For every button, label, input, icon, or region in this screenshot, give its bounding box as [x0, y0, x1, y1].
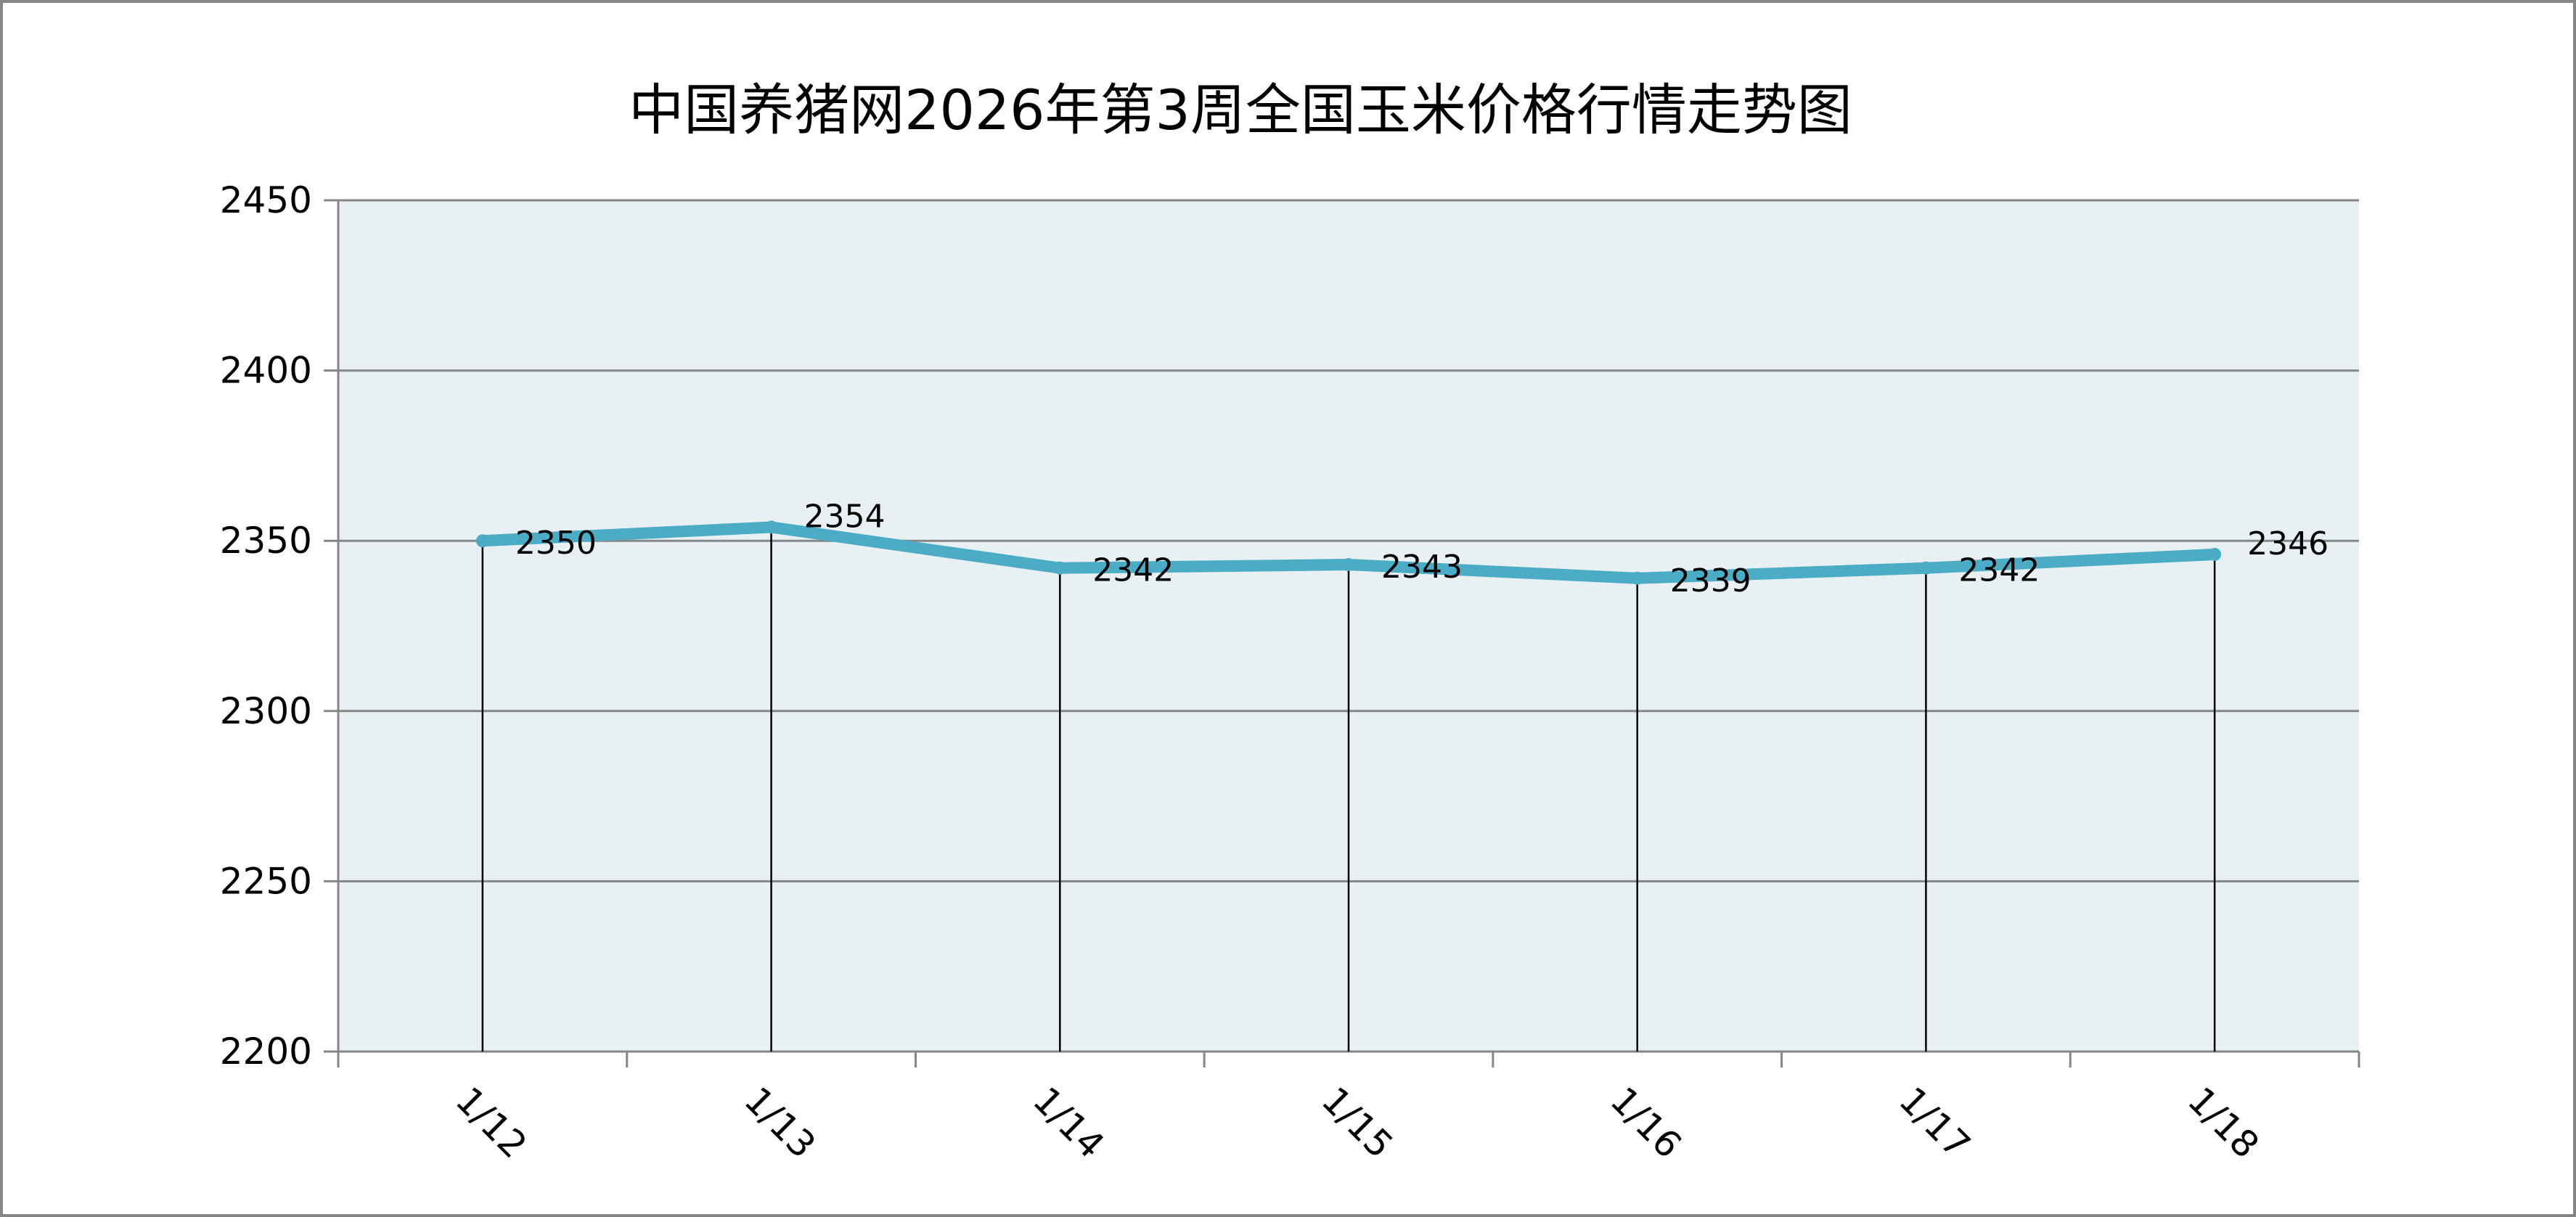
chart-title: 中国养猪网2026年第3周全国玉米价格行情走势图	[629, 78, 1852, 142]
data-label: 2339	[1670, 562, 1751, 599]
data-label: 2346	[2247, 525, 2328, 562]
y-tick-label: 2200	[220, 1030, 312, 1073]
y-tick-label: 2450	[220, 179, 312, 221]
data-point	[1919, 561, 1933, 575]
data-point	[475, 534, 489, 548]
data-label: 2342	[1092, 552, 1174, 589]
data-point	[1630, 571, 1644, 585]
y-tick-label: 2400	[220, 350, 312, 392]
data-point	[2208, 547, 2222, 561]
data-label: 2343	[1381, 549, 1463, 586]
data-point	[764, 520, 778, 534]
y-tick-label: 2350	[220, 520, 312, 562]
data-label: 2342	[1958, 552, 2040, 589]
y-tick-label: 2300	[220, 690, 312, 732]
data-label: 2354	[804, 498, 886, 535]
data-point	[1053, 561, 1067, 575]
data-point	[1342, 558, 1355, 572]
y-tick-label: 2250	[220, 860, 312, 902]
data-label: 2350	[515, 525, 597, 562]
